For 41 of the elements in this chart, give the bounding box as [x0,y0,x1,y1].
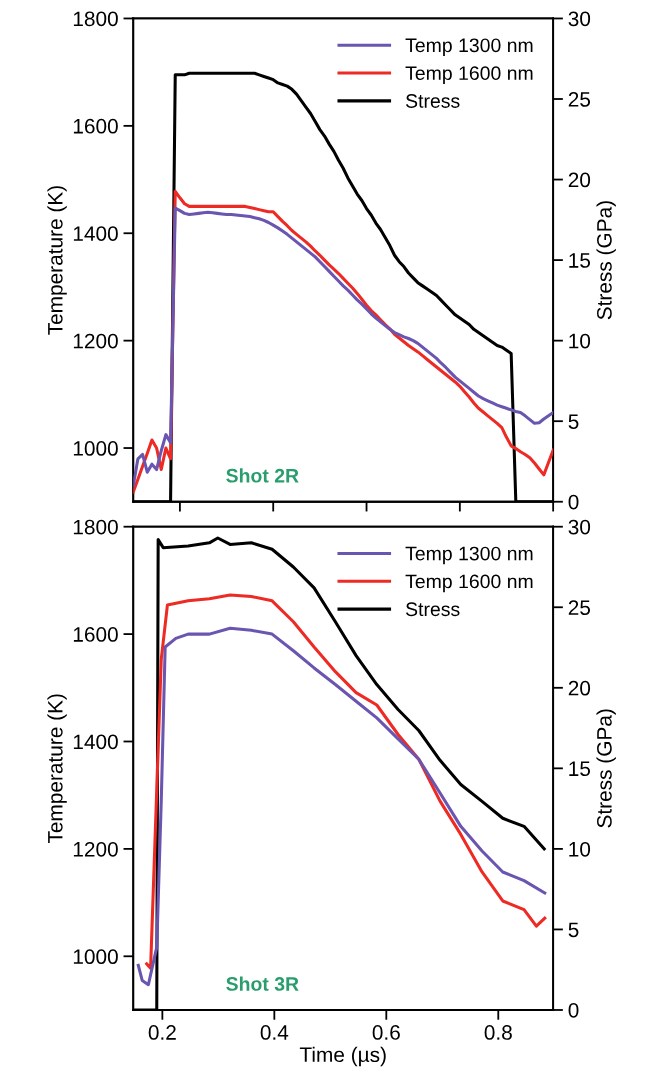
y2-tick-label: 5 [568,414,579,429]
legend-label: Temp 1600 nm [405,66,533,84]
y2-tick-label: 0 [568,494,579,510]
legend-label: Temp 1600 nm [405,574,533,593]
x-tick-label: 0.4 [260,1025,289,1040]
legend-label: Stress [405,94,460,108]
y-axis-title: Temperature (K) [47,694,67,844]
y-tick-label: 1600 [73,627,118,642]
legend-label: Temp 1300 nm [405,38,533,57]
y2-tick-label: 0 [568,1002,579,1018]
legend-label: Temp 1300 nm [405,546,533,565]
y2-tick-label: 10 [569,841,591,857]
y2-tick-label: 15 [569,761,591,777]
x-tick-label: 0.8 [484,1025,512,1040]
legend-label: Stress [405,602,460,617]
y-tick-label: 1400 [73,226,118,241]
y-tick-label: 1600 [73,118,118,134]
y2-tick-label: 20 [568,680,591,696]
y2-tick-label: 5 [568,922,579,938]
y2-tick-label: 30 [568,519,591,535]
annotation: Shot 3R [226,976,299,991]
y2-tick-label: 20 [568,172,591,188]
y-tick-label: 1200 [73,333,118,349]
y-tick-label: 1800 [73,11,118,27]
y2-tick-label: 25 [568,600,591,616]
y-axis-title: Temperature (K) [47,186,67,335]
y2-axis-title: Stress (GPa) [596,709,616,828]
y2-tick-label: 25 [568,92,591,107]
y2-tick-label: 10 [569,333,591,349]
y2-tick-label: 30 [568,11,591,27]
y-tick-label: 1800 [73,519,118,535]
x-axis-title: Time (µs) [299,1046,386,1067]
y-tick-label: 1200 [73,841,118,857]
y-tick-label: 1000 [73,949,118,965]
x-tick-label: 0.6 [372,1025,400,1040]
y-tick-label: 1000 [73,441,118,456]
annotation: Shot 2R [226,468,299,483]
y-tick-label: 1400 [73,734,118,750]
x-tick-label: 0.2 [148,1025,176,1040]
y2-axis-title: Stress (GPa) [596,201,616,320]
y2-tick-label: 15 [569,253,591,268]
